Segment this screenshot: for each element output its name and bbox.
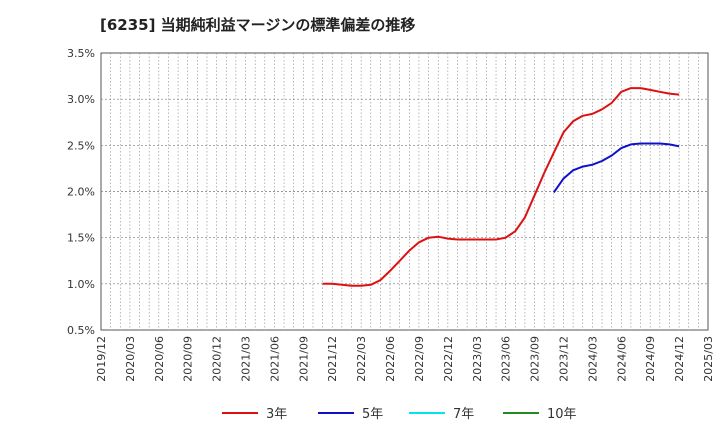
x-tick-label: 2023/03: [471, 336, 484, 382]
legend-label: 10年: [547, 407, 577, 422]
legend-label: 5年: [362, 407, 383, 422]
series-line-3年: [322, 87, 680, 287]
x-tick-label: 2021/06: [268, 336, 281, 382]
x-tick-label: 2023/09: [529, 336, 542, 382]
y-tick-label: 0.5%: [67, 324, 95, 337]
horizontal-gridlines: [101, 98, 708, 285]
x-tick-label: 2022/09: [413, 336, 426, 382]
x-tick-label: 2022/06: [384, 336, 397, 382]
x-tick-label: 2022/12: [442, 336, 455, 382]
y-tick-label: 2.5%: [67, 139, 95, 152]
x-tick-label: 2021/03: [240, 336, 253, 382]
series-lines: [322, 87, 680, 287]
x-tick-label: 2021/12: [326, 336, 339, 382]
x-tick-label: 2020/09: [182, 336, 195, 382]
legend-label: 3年: [266, 407, 287, 422]
x-tick-label: 2024/06: [615, 336, 628, 382]
legend-label: 7年: [453, 407, 474, 422]
x-tick-label: 2019/12: [95, 336, 108, 382]
x-tick-label: 2024/12: [673, 336, 686, 382]
plot-area: [100, 52, 709, 331]
x-tick-label: 2025/03: [702, 336, 715, 382]
x-tick-label: 2020/12: [211, 336, 224, 382]
y-tick-label: 1.0%: [67, 278, 95, 291]
x-tick-label: 2023/06: [500, 336, 513, 382]
y-tick-label: 2.0%: [67, 186, 95, 199]
x-tick-label: 2024/03: [586, 336, 599, 382]
y-tick-label: 3.5%: [67, 47, 95, 60]
series-line-5年: [552, 142, 680, 193]
x-tick-label: 2024/09: [644, 336, 657, 382]
chart-title: [6235] 当期純利益マージンの標準偏差の推移: [100, 16, 416, 34]
y-tick-label: 1.5%: [67, 232, 95, 245]
y-tick-label: 3.0%: [67, 93, 95, 106]
x-tick-labels: 2019/12 2020/03 2020/06 2020/09 2020/12 2021/…: [95, 336, 715, 382]
x-tick-label: 2020/03: [124, 336, 137, 382]
x-tick-label: 2020/06: [153, 336, 166, 382]
x-tick-label: 2022/03: [355, 336, 368, 382]
legend: 3年 5年 7年 10年: [222, 407, 577, 422]
y-tick-labels: 0.5% 1.0% 1.5% 2.0% 2.5% 3.0% 3.5%: [67, 47, 95, 337]
x-tick-label: 2023/12: [557, 336, 570, 382]
x-tick-label: 2021/09: [297, 336, 310, 382]
